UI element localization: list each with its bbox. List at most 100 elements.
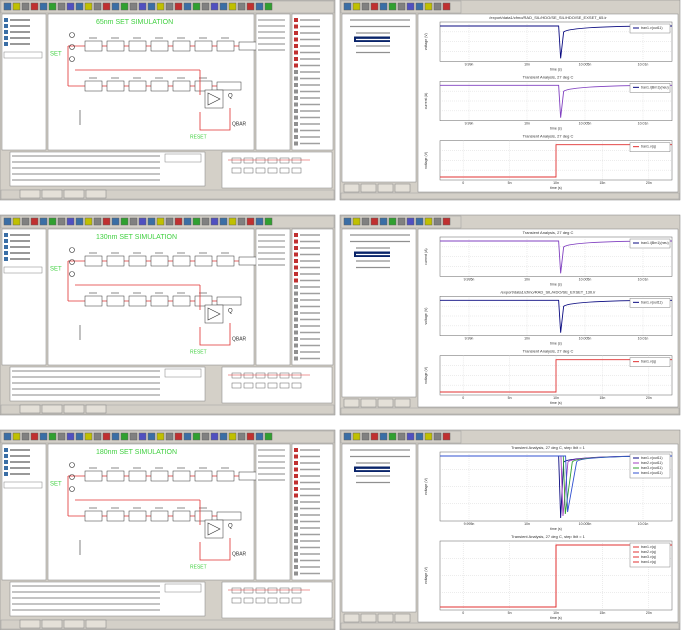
toolbar-button[interactable] bbox=[247, 218, 254, 225]
tree-button[interactable] bbox=[395, 184, 410, 192]
toolbar-button[interactable] bbox=[389, 218, 396, 225]
toolbar-button[interactable] bbox=[139, 3, 146, 10]
toolbar-button[interactable] bbox=[362, 3, 369, 10]
tree-button[interactable] bbox=[344, 614, 359, 622]
tree-button[interactable] bbox=[378, 184, 393, 192]
toolbar-button[interactable] bbox=[380, 433, 387, 440]
toolbar-button[interactable] bbox=[256, 218, 263, 225]
toolbar-button[interactable] bbox=[353, 3, 360, 10]
toolbar-button[interactable] bbox=[157, 433, 164, 440]
toolbar-button[interactable] bbox=[40, 218, 47, 225]
toolbar-button[interactable] bbox=[175, 433, 182, 440]
toolbar-button[interactable] bbox=[40, 3, 47, 10]
toolbar-button[interactable] bbox=[389, 433, 396, 440]
tree-button[interactable] bbox=[361, 399, 376, 407]
toolbar-button[interactable] bbox=[121, 433, 128, 440]
toolbar-button[interactable] bbox=[49, 433, 56, 440]
toolbar-button[interactable] bbox=[265, 3, 272, 10]
tab[interactable] bbox=[42, 620, 62, 628]
toolbar-button[interactable] bbox=[380, 218, 387, 225]
tab[interactable] bbox=[64, 620, 84, 628]
tree-button[interactable] bbox=[344, 184, 359, 192]
toolbar-button[interactable] bbox=[130, 218, 137, 225]
toolbar-button[interactable] bbox=[443, 433, 450, 440]
toolbar-button[interactable] bbox=[202, 3, 209, 10]
toolbar-button[interactable] bbox=[353, 433, 360, 440]
toolbar-button[interactable] bbox=[434, 433, 441, 440]
toolbar-button[interactable] bbox=[256, 433, 263, 440]
toolbar-button[interactable] bbox=[166, 433, 173, 440]
toolbar-button[interactable] bbox=[4, 218, 11, 225]
toolbar-button[interactable] bbox=[344, 433, 351, 440]
palette-combo[interactable] bbox=[4, 482, 42, 488]
tree-button[interactable] bbox=[361, 184, 376, 192]
toolbar-button[interactable] bbox=[166, 218, 173, 225]
toolbar-button[interactable] bbox=[371, 3, 378, 10]
toolbar-button[interactable] bbox=[184, 218, 191, 225]
toolbar-button[interactable] bbox=[407, 3, 414, 10]
toolbar-button[interactable] bbox=[220, 218, 227, 225]
toolbar-button[interactable] bbox=[425, 3, 432, 10]
toolbar-button[interactable] bbox=[425, 433, 432, 440]
toolbar-button[interactable] bbox=[416, 218, 423, 225]
toolbar-button[interactable] bbox=[76, 3, 83, 10]
tab[interactable] bbox=[86, 190, 106, 198]
toolbar-button[interactable] bbox=[211, 433, 218, 440]
toolbar-button[interactable] bbox=[229, 433, 236, 440]
tree-button[interactable] bbox=[361, 614, 376, 622]
toolbar-button[interactable] bbox=[31, 3, 38, 10]
tab[interactable] bbox=[64, 405, 84, 413]
toolbar-button[interactable] bbox=[416, 433, 423, 440]
palette-combo[interactable] bbox=[4, 267, 42, 273]
toolbar-button[interactable] bbox=[238, 433, 245, 440]
toolbar-button[interactable] bbox=[130, 433, 137, 440]
tree-button[interactable] bbox=[395, 614, 410, 622]
toolbar-button[interactable] bbox=[202, 218, 209, 225]
toolbar-button[interactable] bbox=[389, 3, 396, 10]
toolbar-button[interactable] bbox=[220, 433, 227, 440]
toolbar-button[interactable] bbox=[22, 3, 29, 10]
toolbar-button[interactable] bbox=[229, 218, 236, 225]
toolbar-button[interactable] bbox=[416, 3, 423, 10]
toolbar-button[interactable] bbox=[58, 433, 65, 440]
toolbar-button[interactable] bbox=[148, 218, 155, 225]
toolbar-button[interactable] bbox=[157, 218, 164, 225]
tab[interactable] bbox=[20, 405, 40, 413]
toolbar-button[interactable] bbox=[175, 3, 182, 10]
toolbar-button[interactable] bbox=[148, 3, 155, 10]
toolbar-button[interactable] bbox=[238, 3, 245, 10]
toolbar-button[interactable] bbox=[4, 3, 11, 10]
toolbar-button[interactable] bbox=[94, 433, 101, 440]
toolbar-button[interactable] bbox=[247, 3, 254, 10]
toolbar-button[interactable] bbox=[76, 218, 83, 225]
toolbar-button[interactable] bbox=[362, 218, 369, 225]
toolbar-button[interactable] bbox=[166, 3, 173, 10]
tab[interactable] bbox=[86, 620, 106, 628]
toolbar-button[interactable] bbox=[202, 433, 209, 440]
toolbar-button[interactable] bbox=[40, 433, 47, 440]
toolbar-button[interactable] bbox=[112, 433, 119, 440]
toolbar-button[interactable] bbox=[31, 433, 38, 440]
toolbar-button[interactable] bbox=[344, 218, 351, 225]
toolbar-button[interactable] bbox=[398, 3, 405, 10]
toolbar-button[interactable] bbox=[58, 3, 65, 10]
tab[interactable] bbox=[20, 190, 40, 198]
toolbar-button[interactable] bbox=[67, 218, 74, 225]
toolbar-button[interactable] bbox=[193, 433, 200, 440]
toolbar-button[interactable] bbox=[407, 218, 414, 225]
palette-combo[interactable] bbox=[4, 52, 42, 58]
toolbar-button[interactable] bbox=[353, 218, 360, 225]
toolbar-button[interactable] bbox=[434, 3, 441, 10]
toolbar-button[interactable] bbox=[184, 3, 191, 10]
toolbar-button[interactable] bbox=[85, 433, 92, 440]
toolbar-button[interactable] bbox=[103, 433, 110, 440]
toolbar-button[interactable] bbox=[265, 433, 272, 440]
toolbar-button[interactable] bbox=[380, 3, 387, 10]
toolbar-button[interactable] bbox=[229, 3, 236, 10]
tab[interactable] bbox=[42, 190, 62, 198]
toolbar-button[interactable] bbox=[67, 433, 74, 440]
toolbar-button[interactable] bbox=[49, 3, 56, 10]
toolbar-button[interactable] bbox=[211, 3, 218, 10]
toolbar-button[interactable] bbox=[112, 218, 119, 225]
toolbar-button[interactable] bbox=[344, 3, 351, 10]
